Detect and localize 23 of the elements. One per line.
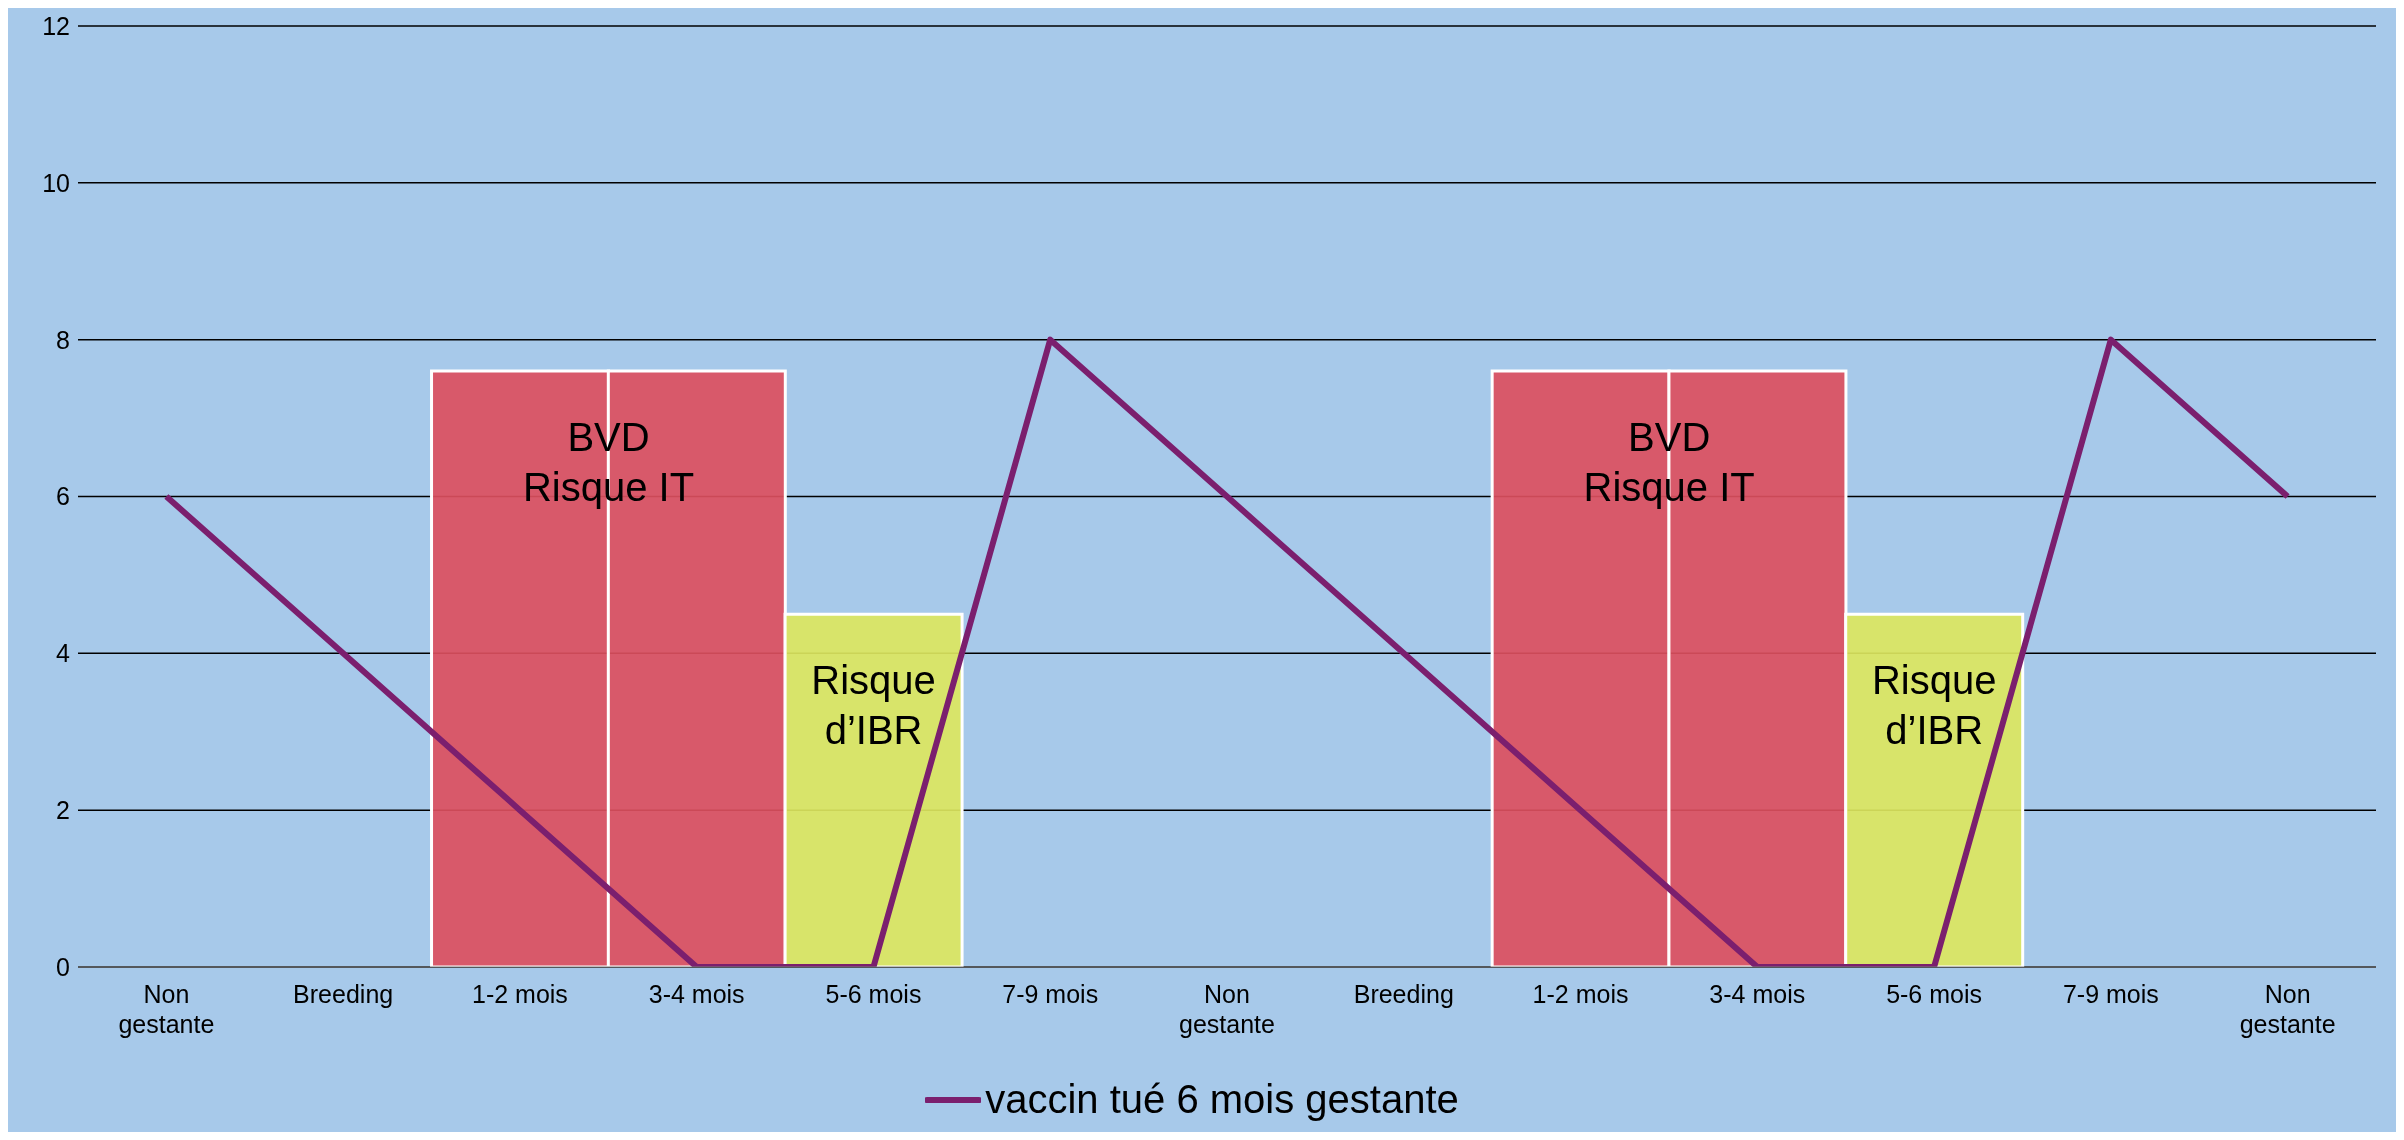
- x-tick-label: Non gestante: [1179, 980, 1275, 1038]
- y-tick-label: 12: [42, 11, 70, 40]
- legend-label: vaccin tué 6 mois gestante: [985, 1077, 1459, 1122]
- y-tick-label: 6: [56, 482, 70, 511]
- x-tick-label: Breeding: [1353, 980, 1454, 1008]
- x-tick-label: Non gestante: [2239, 980, 2336, 1038]
- y-tick-label: 0: [56, 952, 70, 981]
- x-tick-label: 1-2 mois: [1532, 980, 1629, 1008]
- y-tick-label: 4: [56, 639, 71, 668]
- x-tick-label: 5-6 mois: [1886, 980, 1983, 1008]
- x-tick-label: Non gestante: [118, 980, 215, 1038]
- x-tick-label: 7-9 mois: [2062, 980, 2159, 1008]
- x-tick-label: 7-9 mois: [1002, 980, 1099, 1008]
- x-tick-label: 1-2 mois: [471, 980, 568, 1008]
- y-tick-label: 8: [56, 325, 70, 354]
- x-tick-label: 3-4 mois: [648, 980, 745, 1008]
- x-tick-label: Breeding: [293, 980, 394, 1008]
- data-label: Risque d’IBR: [811, 658, 936, 753]
- y-tick-label: 10: [42, 168, 70, 197]
- x-tick-label: 3-4 mois: [1709, 980, 1806, 1008]
- data-label: Risque d’IBR: [1871, 658, 1997, 753]
- x-tick-label: 5-6 mois: [825, 980, 922, 1008]
- y-tick-label: 2: [56, 796, 70, 825]
